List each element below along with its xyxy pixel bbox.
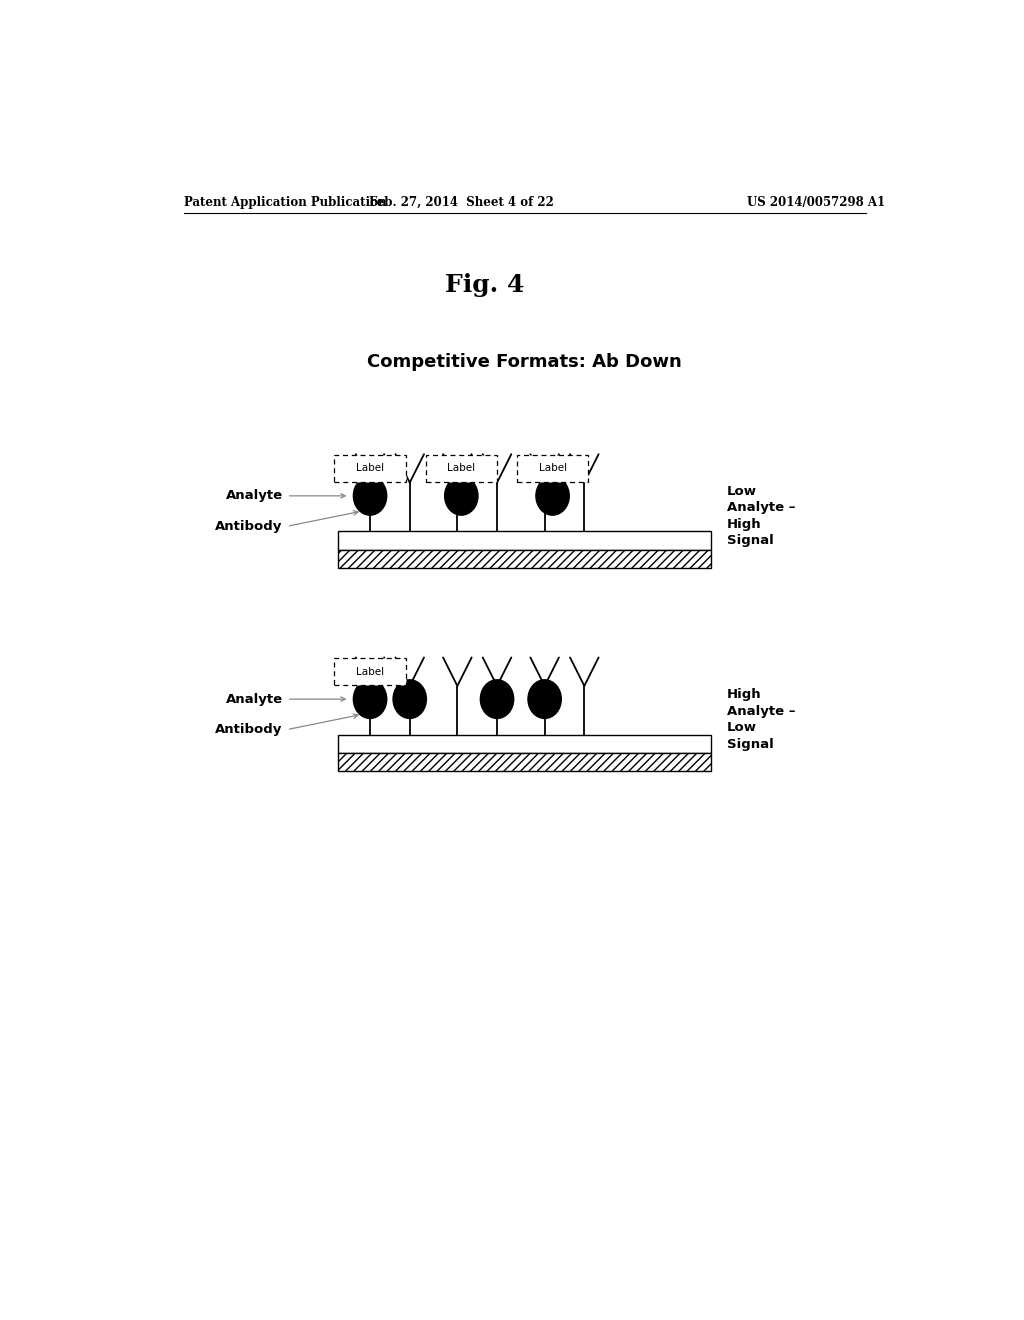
Ellipse shape [353,477,387,515]
Bar [426,455,497,482]
Ellipse shape [444,477,478,515]
Text: Antibody: Antibody [215,723,283,737]
Bar [338,735,712,752]
Text: Fig. 4: Fig. 4 [445,273,525,297]
Bar [334,659,406,685]
Text: Label: Label [447,463,475,474]
Bar [334,455,406,482]
Text: Analyte: Analyte [225,490,283,503]
Text: Label: Label [539,463,566,474]
Text: US 2014/0057298 A1: US 2014/0057298 A1 [748,195,885,209]
Ellipse shape [480,680,514,718]
Ellipse shape [536,477,569,515]
Ellipse shape [393,680,426,718]
Bar [338,752,712,771]
Text: High
Analyte –
Low
Signal: High Analyte – Low Signal [727,688,796,751]
Text: Feb. 27, 2014  Sheet 4 of 22: Feb. 27, 2014 Sheet 4 of 22 [369,195,554,209]
Text: Patent Application Publication: Patent Application Publication [183,195,386,209]
Text: Label: Label [356,463,384,474]
Text: Label: Label [356,667,384,677]
Text: Antibody: Antibody [215,520,283,533]
Bar [517,455,588,482]
Text: Competitive Formats: Ab Down: Competitive Formats: Ab Down [368,352,682,371]
Bar [338,549,712,568]
Ellipse shape [353,680,387,718]
Bar [338,532,712,549]
Text: Analyte: Analyte [225,693,283,706]
Text: Low
Analyte –
High
Signal: Low Analyte – High Signal [727,484,796,548]
Ellipse shape [528,680,561,718]
